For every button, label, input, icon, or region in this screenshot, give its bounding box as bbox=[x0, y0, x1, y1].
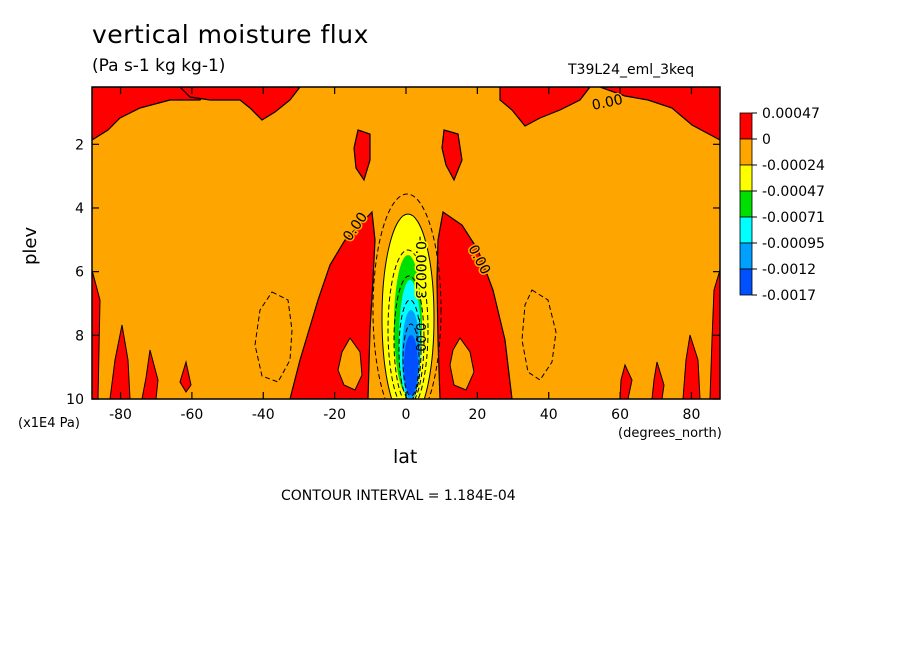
x-tick-label: -20 bbox=[323, 407, 346, 423]
colorbar-label: 0 bbox=[762, 132, 771, 148]
dashed-contours bbox=[254, 193, 557, 399]
colorbar-label: -0.0017 bbox=[762, 288, 816, 304]
y-tick-label: 2 bbox=[75, 137, 84, 153]
x-tick-label: -60 bbox=[180, 407, 203, 423]
colorbar-swatch bbox=[739, 216, 753, 244]
colorbar-swatch bbox=[739, 138, 753, 166]
colorbar: 0.00047 0 -0.00024 -0.00047 -0.00071 -0.00095… bbox=[739, 106, 825, 304]
contour-region-positive bbox=[499, 87, 591, 127]
contour-region-negative-5 bbox=[404, 335, 418, 395]
contour-region-zero bbox=[449, 337, 475, 391]
colorbar-label: -0.00047 bbox=[762, 184, 825, 200]
dashed-contour bbox=[402, 323, 420, 397]
contour-region-positive bbox=[179, 360, 192, 393]
colorbar-swatch bbox=[739, 242, 753, 270]
contour-region-positive bbox=[109, 324, 131, 399]
y-tick-label: 6 bbox=[75, 265, 84, 281]
dashed-contour bbox=[254, 291, 293, 383]
colorbar-label: -0.00071 bbox=[762, 210, 825, 226]
colorbar-swatch bbox=[739, 190, 753, 218]
dashed-contour bbox=[372, 193, 442, 399]
dashed-contour bbox=[393, 275, 425, 399]
contour-label: -0.00023 bbox=[412, 236, 428, 299]
y-tick-label: 4 bbox=[75, 201, 84, 217]
colorbar-swatch bbox=[739, 268, 753, 296]
contour-region-positive bbox=[709, 269, 720, 399]
colorbar-swatch bbox=[739, 164, 753, 192]
colorbar-label: -0.0012 bbox=[762, 262, 816, 278]
y-tick-label: 8 bbox=[75, 328, 84, 344]
contour-region-positive bbox=[353, 129, 371, 182]
contour-region-positive bbox=[599, 87, 720, 141]
run-label: T39L24_eml_3keq bbox=[568, 62, 695, 78]
contour-region-positive bbox=[441, 129, 463, 182]
dashed-contour bbox=[387, 249, 429, 399]
x-tick-label: 80 bbox=[683, 407, 701, 423]
contour-region-positive bbox=[651, 361, 665, 399]
colorbar-label: -0.00095 bbox=[762, 236, 825, 252]
colorbar-label: -0.00024 bbox=[762, 158, 825, 174]
contour-region-positive bbox=[141, 349, 159, 399]
colorbar-label: 0.00047 bbox=[762, 106, 820, 122]
chart-title: vertical moisture flux bbox=[92, 20, 369, 49]
x-axis-units: (degrees_north) bbox=[618, 426, 722, 441]
y-axis-units: (x1E4 Pa) bbox=[18, 416, 80, 431]
x-axis: -80 -60 -40 -20 0 20 40 60 80 bbox=[109, 87, 700, 423]
x-tick-label: 40 bbox=[540, 407, 558, 423]
y-axis: 2 4 6 8 10 bbox=[66, 137, 720, 408]
x-axis-label: lat bbox=[393, 446, 418, 468]
x-tick-label: 0 bbox=[402, 407, 411, 423]
contour-region-positive bbox=[179, 87, 301, 121]
contour-interval: CONTOUR INTERVAL = 1.184E-04 bbox=[281, 488, 516, 504]
contour-region-positive bbox=[92, 269, 101, 399]
contour-region-positive bbox=[619, 363, 633, 399]
contour-region-positive bbox=[682, 334, 701, 399]
x-tick-label: -80 bbox=[109, 407, 132, 423]
x-tick-label: 60 bbox=[611, 407, 629, 423]
filled-contours bbox=[92, 87, 720, 399]
dashed-contour bbox=[398, 299, 422, 399]
x-tick-label: -40 bbox=[252, 407, 275, 423]
x-tick-label: 20 bbox=[468, 407, 486, 423]
contour-label: -0.00 bbox=[412, 318, 427, 352]
colorbar-swatch bbox=[739, 112, 753, 140]
chart-subtitle: (Pa s-1 kg kg-1) bbox=[92, 56, 226, 76]
y-tick-label: 10 bbox=[66, 392, 84, 408]
contour-region-zero bbox=[337, 337, 363, 391]
